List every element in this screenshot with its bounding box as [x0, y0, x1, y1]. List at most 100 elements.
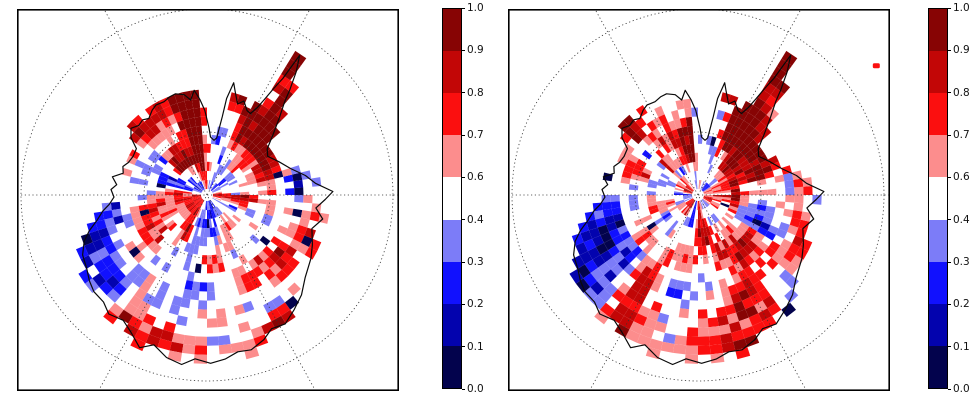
data-cell — [728, 234, 738, 244]
data-cell — [198, 300, 207, 310]
data-cell — [712, 189, 722, 193]
data-cell — [738, 131, 749, 143]
data-cell — [759, 126, 772, 139]
right-map — [508, 9, 890, 391]
data-cell — [735, 211, 746, 219]
colorbar-band-0.8-0.9 — [443, 51, 461, 94]
data-cell — [615, 240, 628, 252]
data-cell — [733, 300, 746, 313]
data-cell — [270, 236, 282, 247]
data-cell — [625, 287, 639, 301]
data-cell — [617, 120, 630, 133]
data-cell — [691, 152, 696, 163]
data-cell — [174, 165, 184, 174]
parallel-circle — [511, 9, 885, 382]
data-cell — [220, 146, 227, 156]
data-cell — [199, 143, 204, 154]
data-cell — [183, 191, 193, 194]
colorbar-tick-label: 0.7 — [953, 129, 970, 141]
left-map-svg — [17, 9, 399, 391]
data-cell — [145, 334, 161, 348]
data-cell — [106, 288, 121, 303]
data-cell — [212, 192, 222, 195]
data-cell — [666, 141, 675, 152]
data-cell — [129, 205, 140, 214]
data-cell — [109, 250, 122, 263]
map-frame — [17, 9, 399, 391]
data-cell — [258, 190, 268, 195]
data-cell — [668, 278, 678, 289]
data-cell — [184, 280, 194, 291]
data-cell — [728, 114, 738, 126]
data-cell — [212, 196, 222, 201]
data-cell — [161, 261, 172, 273]
data-cell — [746, 154, 758, 164]
data-cell — [760, 102, 773, 115]
data-cell — [749, 158, 760, 168]
data-cell — [213, 236, 219, 246]
data-cell — [603, 238, 616, 251]
data-cell — [793, 178, 804, 188]
data-cell — [177, 120, 186, 131]
data-cell — [663, 214, 673, 223]
data-cell — [683, 195, 693, 199]
data-cell — [767, 74, 782, 88]
data-cell — [748, 273, 761, 285]
data-cell — [671, 250, 680, 261]
data-cell — [586, 219, 598, 231]
data-cell — [203, 209, 206, 219]
data-cell — [721, 141, 730, 152]
data-cell — [95, 219, 107, 231]
data-cell — [170, 103, 180, 115]
colorbar-tick-mark — [948, 303, 951, 305]
data-cell — [757, 226, 768, 236]
data-cell — [281, 168, 293, 177]
data-cell — [678, 156, 686, 166]
data-cell — [609, 309, 624, 324]
data-cell — [600, 231, 612, 243]
data-cell — [111, 208, 122, 218]
data-cell — [143, 235, 155, 246]
data-cell — [207, 143, 211, 153]
data-cell — [698, 246, 703, 256]
data-cell — [188, 178, 197, 186]
data-cell — [153, 163, 164, 172]
data-cell — [85, 278, 100, 293]
parallel-circle — [634, 131, 762, 259]
data-cell — [294, 187, 304, 195]
data-cell — [764, 246, 777, 258]
data-cell — [674, 147, 682, 158]
data-cell — [683, 189, 693, 194]
data-cell — [734, 128, 745, 139]
data-cell — [196, 199, 204, 207]
data-cell — [617, 225, 629, 235]
data-cell — [654, 272, 665, 285]
data-cell — [689, 182, 695, 191]
data-cell — [240, 195, 250, 199]
data-cell — [751, 218, 763, 227]
data-cell — [226, 231, 234, 241]
data-cell — [292, 172, 303, 182]
data-cell — [289, 238, 302, 251]
data-cell — [743, 265, 755, 278]
data-cell — [187, 146, 194, 156]
data-cell — [170, 156, 180, 166]
data-cell — [172, 167, 182, 176]
data-cell — [633, 218, 645, 227]
data-cell — [207, 219, 210, 229]
data-cell — [240, 105, 251, 118]
data-cell — [668, 205, 678, 213]
data-cell — [725, 224, 735, 234]
data-cell — [715, 306, 727, 318]
data-cell — [230, 198, 240, 203]
data-cell — [719, 179, 729, 186]
data-cell — [200, 227, 205, 238]
data-cell — [628, 195, 638, 201]
data-cell — [699, 209, 702, 219]
data-cell — [290, 50, 307, 66]
data-cell — [239, 200, 249, 205]
meridian-line — [103, 9, 317, 391]
data-cell — [638, 226, 650, 236]
data-cell — [219, 182, 229, 189]
data-cell — [648, 338, 663, 351]
